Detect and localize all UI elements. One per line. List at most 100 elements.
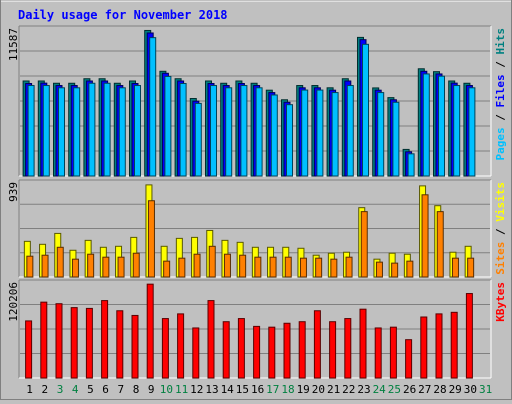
bar-kbytes-day-1 <box>25 320 33 379</box>
bar-pages-day-17 <box>270 94 278 177</box>
x-tick-label-day-17: 17 <box>266 383 279 396</box>
x-tick-label-day-3: 3 <box>57 383 64 396</box>
y-max-label: 939 <box>7 182 20 202</box>
x-tick-label-day-19: 19 <box>297 383 310 396</box>
bar-sites-day-20 <box>315 257 323 278</box>
bar-sites-day-22 <box>345 256 353 278</box>
x-tick-label-day-20: 20 <box>312 383 325 396</box>
bar-kbytes-day-21 <box>329 321 337 379</box>
bar-sites-day-8 <box>132 252 140 278</box>
bar-pages-day-21 <box>331 92 339 177</box>
x-tick-label-day-14: 14 <box>221 383 235 396</box>
bar-sites-day-9 <box>147 200 155 278</box>
bar-pages-day-29 <box>453 85 461 177</box>
x-tick-label-day-23: 23 <box>357 383 370 396</box>
bar-pages-day-30 <box>468 87 476 177</box>
series-label-part: / <box>494 222 507 242</box>
series-label: KBytes <box>494 282 507 322</box>
bar-pages-day-15 <box>240 85 248 177</box>
bar-pages-day-20 <box>316 89 324 177</box>
x-tick-label-day-10: 10 <box>160 383 173 396</box>
bar-sites-day-4 <box>71 258 79 278</box>
bar-kbytes-day-24 <box>374 327 382 379</box>
series-label-part: / <box>494 55 507 75</box>
bar-kbytes-day-17 <box>268 326 276 379</box>
bar-sites-day-16 <box>254 256 262 278</box>
bar-pages-day-19 <box>301 89 309 177</box>
x-tick-label-day-21: 21 <box>327 383 340 396</box>
bar-kbytes-day-25 <box>389 326 397 379</box>
bar-pages-day-8 <box>134 85 141 177</box>
bar-kbytes-day-30 <box>465 293 473 379</box>
bar-sites-day-3 <box>56 246 64 278</box>
bar-pages-day-23 <box>362 43 369 177</box>
series-label: Pages / Files / Hits <box>494 28 507 161</box>
x-tick-label-day-31: 31 <box>479 383 492 396</box>
bar-pages-day-12 <box>194 102 202 177</box>
bar-sites-day-24 <box>375 261 383 278</box>
bar-sites-day-18 <box>284 256 292 278</box>
bar-sites-day-6 <box>102 256 110 278</box>
series-label-part: Hits <box>494 28 507 55</box>
bar-pages-day-26 <box>407 153 415 177</box>
bar-sites-day-29 <box>451 257 459 278</box>
bar-sites-day-10 <box>163 260 171 278</box>
bar-kbytes-day-15 <box>237 318 245 379</box>
bar-pages-day-28 <box>438 75 445 177</box>
bar-kbytes-day-16 <box>253 325 261 379</box>
y-max-label: 120206 <box>7 282 20 322</box>
x-tick-label-day-8: 8 <box>133 383 140 396</box>
bar-sites-day-25 <box>391 262 399 278</box>
bar-pages-day-2 <box>42 85 50 177</box>
bar-kbytes-day-18 <box>283 322 291 379</box>
bar-sites-day-11 <box>178 257 186 278</box>
series-label-part: Pages <box>494 127 507 160</box>
x-tick-label-day-13: 13 <box>205 383 218 396</box>
bar-kbytes-day-8 <box>131 314 139 379</box>
bar-kbytes-day-2 <box>40 301 48 379</box>
y-max-label: 11587 <box>7 28 20 61</box>
series-label-part: / <box>494 108 507 128</box>
bar-pages-day-22 <box>346 85 354 177</box>
bar-pages-day-24 <box>377 92 385 177</box>
bar-pages-day-18 <box>286 104 293 177</box>
bar-sites-day-21 <box>330 258 338 278</box>
bar-kbytes-day-5 <box>85 307 93 379</box>
bar-kbytes-day-14 <box>222 321 230 379</box>
bar-kbytes-day-26 <box>405 339 413 379</box>
x-tick-label-day-26: 26 <box>403 383 416 396</box>
bar-pages-day-25 <box>392 101 400 177</box>
bar-sites-day-12 <box>193 253 201 278</box>
bar-sites-day-5 <box>87 253 95 278</box>
x-tick-label-day-2: 2 <box>41 383 48 396</box>
bar-pages-day-9 <box>149 37 157 177</box>
series-label-part: Visits <box>494 182 507 222</box>
x-tick-label-day-5: 5 <box>87 383 94 396</box>
bar-kbytes-day-19 <box>298 321 306 379</box>
x-tick-label-day-15: 15 <box>236 383 249 396</box>
bar-sites-day-13 <box>208 245 216 278</box>
bar-pages-day-11 <box>179 83 187 177</box>
bar-sites-day-23 <box>360 211 368 278</box>
x-tick-label-day-9: 9 <box>148 383 155 396</box>
bar-kbytes-day-7 <box>116 310 124 379</box>
x-tick-label-day-12: 12 <box>190 383 203 396</box>
bar-pages-day-13 <box>210 85 217 177</box>
bar-sites-day-1 <box>26 255 34 278</box>
bar-sites-day-27 <box>421 194 429 278</box>
x-tick-label-day-25: 25 <box>388 383 401 396</box>
bar-pages-day-6 <box>103 82 111 177</box>
bar-kbytes-day-9 <box>146 283 154 379</box>
bar-kbytes-day-4 <box>70 307 78 379</box>
bar-pages-day-16 <box>255 87 263 177</box>
bar-pages-day-3 <box>58 87 65 177</box>
x-tick-label-day-27: 27 <box>418 383 431 396</box>
bar-kbytes-day-22 <box>344 318 352 379</box>
x-tick-label-day-18: 18 <box>281 383 294 396</box>
bar-pages-day-5 <box>88 82 96 177</box>
bar-pages-day-10 <box>164 75 172 177</box>
series-label-part: Sites <box>494 242 507 275</box>
bar-kbytes-day-20 <box>313 310 321 379</box>
